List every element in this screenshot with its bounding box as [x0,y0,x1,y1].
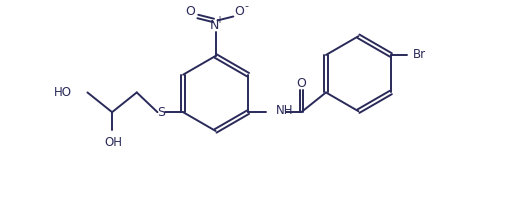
Text: O: O [185,5,195,18]
Text: NH: NH [276,104,293,117]
Text: OH: OH [104,136,122,149]
Text: Br: Br [413,48,426,61]
Text: O: O [234,5,244,18]
Text: S: S [157,106,166,119]
Text: -: - [244,1,248,11]
Text: +: + [215,15,224,25]
Text: N: N [210,19,219,32]
Text: O: O [297,77,306,90]
Text: HO: HO [53,86,71,99]
